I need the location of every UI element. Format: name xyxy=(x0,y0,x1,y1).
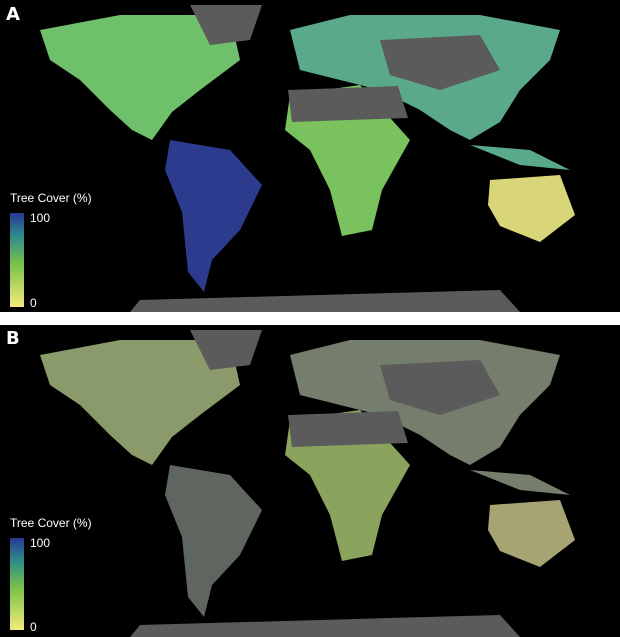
panel-a: A Tree Cover (%) 100 0 xyxy=(0,0,620,312)
panel-label: A xyxy=(6,4,20,25)
legend-title: Tree Cover (%) xyxy=(10,516,92,530)
legend-min: 0 xyxy=(30,296,37,310)
legend-colorbar xyxy=(10,538,24,630)
legend-colorbar xyxy=(10,213,24,307)
legend-title: Tree Cover (%) xyxy=(10,191,92,205)
legend-max: 100 xyxy=(30,536,50,550)
legend-max: 100 xyxy=(30,211,50,225)
legend-min: 0 xyxy=(30,620,37,634)
panel-label: B xyxy=(6,328,20,349)
panel-b: B Tree Cover (%) 100 0 xyxy=(0,325,620,637)
